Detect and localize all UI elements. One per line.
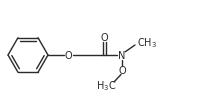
Text: H$_3$C: H$_3$C (96, 78, 116, 92)
Text: CH$_3$: CH$_3$ (137, 36, 157, 50)
Text: O: O (64, 51, 72, 60)
Text: O: O (100, 33, 108, 43)
Text: N: N (118, 51, 126, 60)
Text: O: O (118, 65, 126, 75)
